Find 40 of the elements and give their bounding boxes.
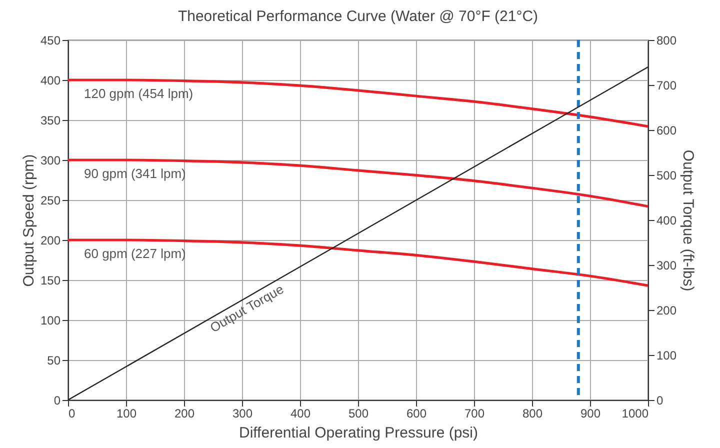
y-tick-label: 200 (40, 234, 61, 248)
y-tick-label: 100 (40, 314, 61, 328)
y-tick-label: 400 (40, 74, 61, 88)
x-tick-label: 700 (464, 406, 485, 420)
y-tick-label: 300 (40, 154, 61, 168)
y-axis-title: Output Speed (rpm) (20, 154, 38, 287)
y2-tick-label: 500 (656, 168, 677, 182)
chart-title: Theoretical Performance Curve (Water @ 70°F (21°C) (178, 8, 538, 25)
line-series (68, 78, 648, 128)
line-series (68, 158, 648, 208)
y2-tick-label: 200 (656, 304, 677, 318)
x-tick-label: 800 (522, 406, 543, 420)
y-tick-label: 450 (40, 34, 61, 48)
y2-tick-label: 700 (656, 78, 677, 92)
series-label: 90 gpm (341 lpm) (84, 166, 186, 181)
y-tick-label: 150 (40, 274, 61, 288)
x-tick-label: 100 (116, 406, 137, 420)
x-tick-label: 200 (174, 406, 195, 420)
x-tick-label: 1000 (622, 406, 649, 420)
y2-axis-title: Output Torque (ft-lbs) (680, 150, 697, 292)
y-tick-label: 0 (54, 394, 61, 408)
y2-tick-label: 600 (656, 124, 677, 138)
series-label: 120 gpm (454 lpm) (84, 86, 194, 101)
y-tick-label: 50 (47, 354, 61, 368)
x-tick-label: 400 (290, 406, 311, 420)
y-tick-label: 350 (40, 114, 61, 128)
x-tick-label: 300 (232, 406, 253, 420)
y2-tick-label: 800 (656, 34, 677, 48)
x-tick-label: 900 (580, 406, 601, 420)
y2-tick-label: 400 (656, 214, 677, 228)
y2-tick-label: 300 (656, 258, 677, 272)
line-series (68, 238, 648, 287)
series-label: 60 gpm (227 lpm) (84, 246, 186, 261)
y-tick-label: 250 (40, 194, 61, 208)
y2-tick-label: 0 (656, 394, 664, 408)
x-tick-label: 0 (68, 406, 76, 420)
x-axis-title: Differential Operating Pressure (psi) (239, 424, 478, 442)
y2-tick-label: 100 (656, 348, 677, 362)
x-tick-label: 500 (348, 406, 369, 420)
x-tick-label: 600 (406, 406, 427, 420)
